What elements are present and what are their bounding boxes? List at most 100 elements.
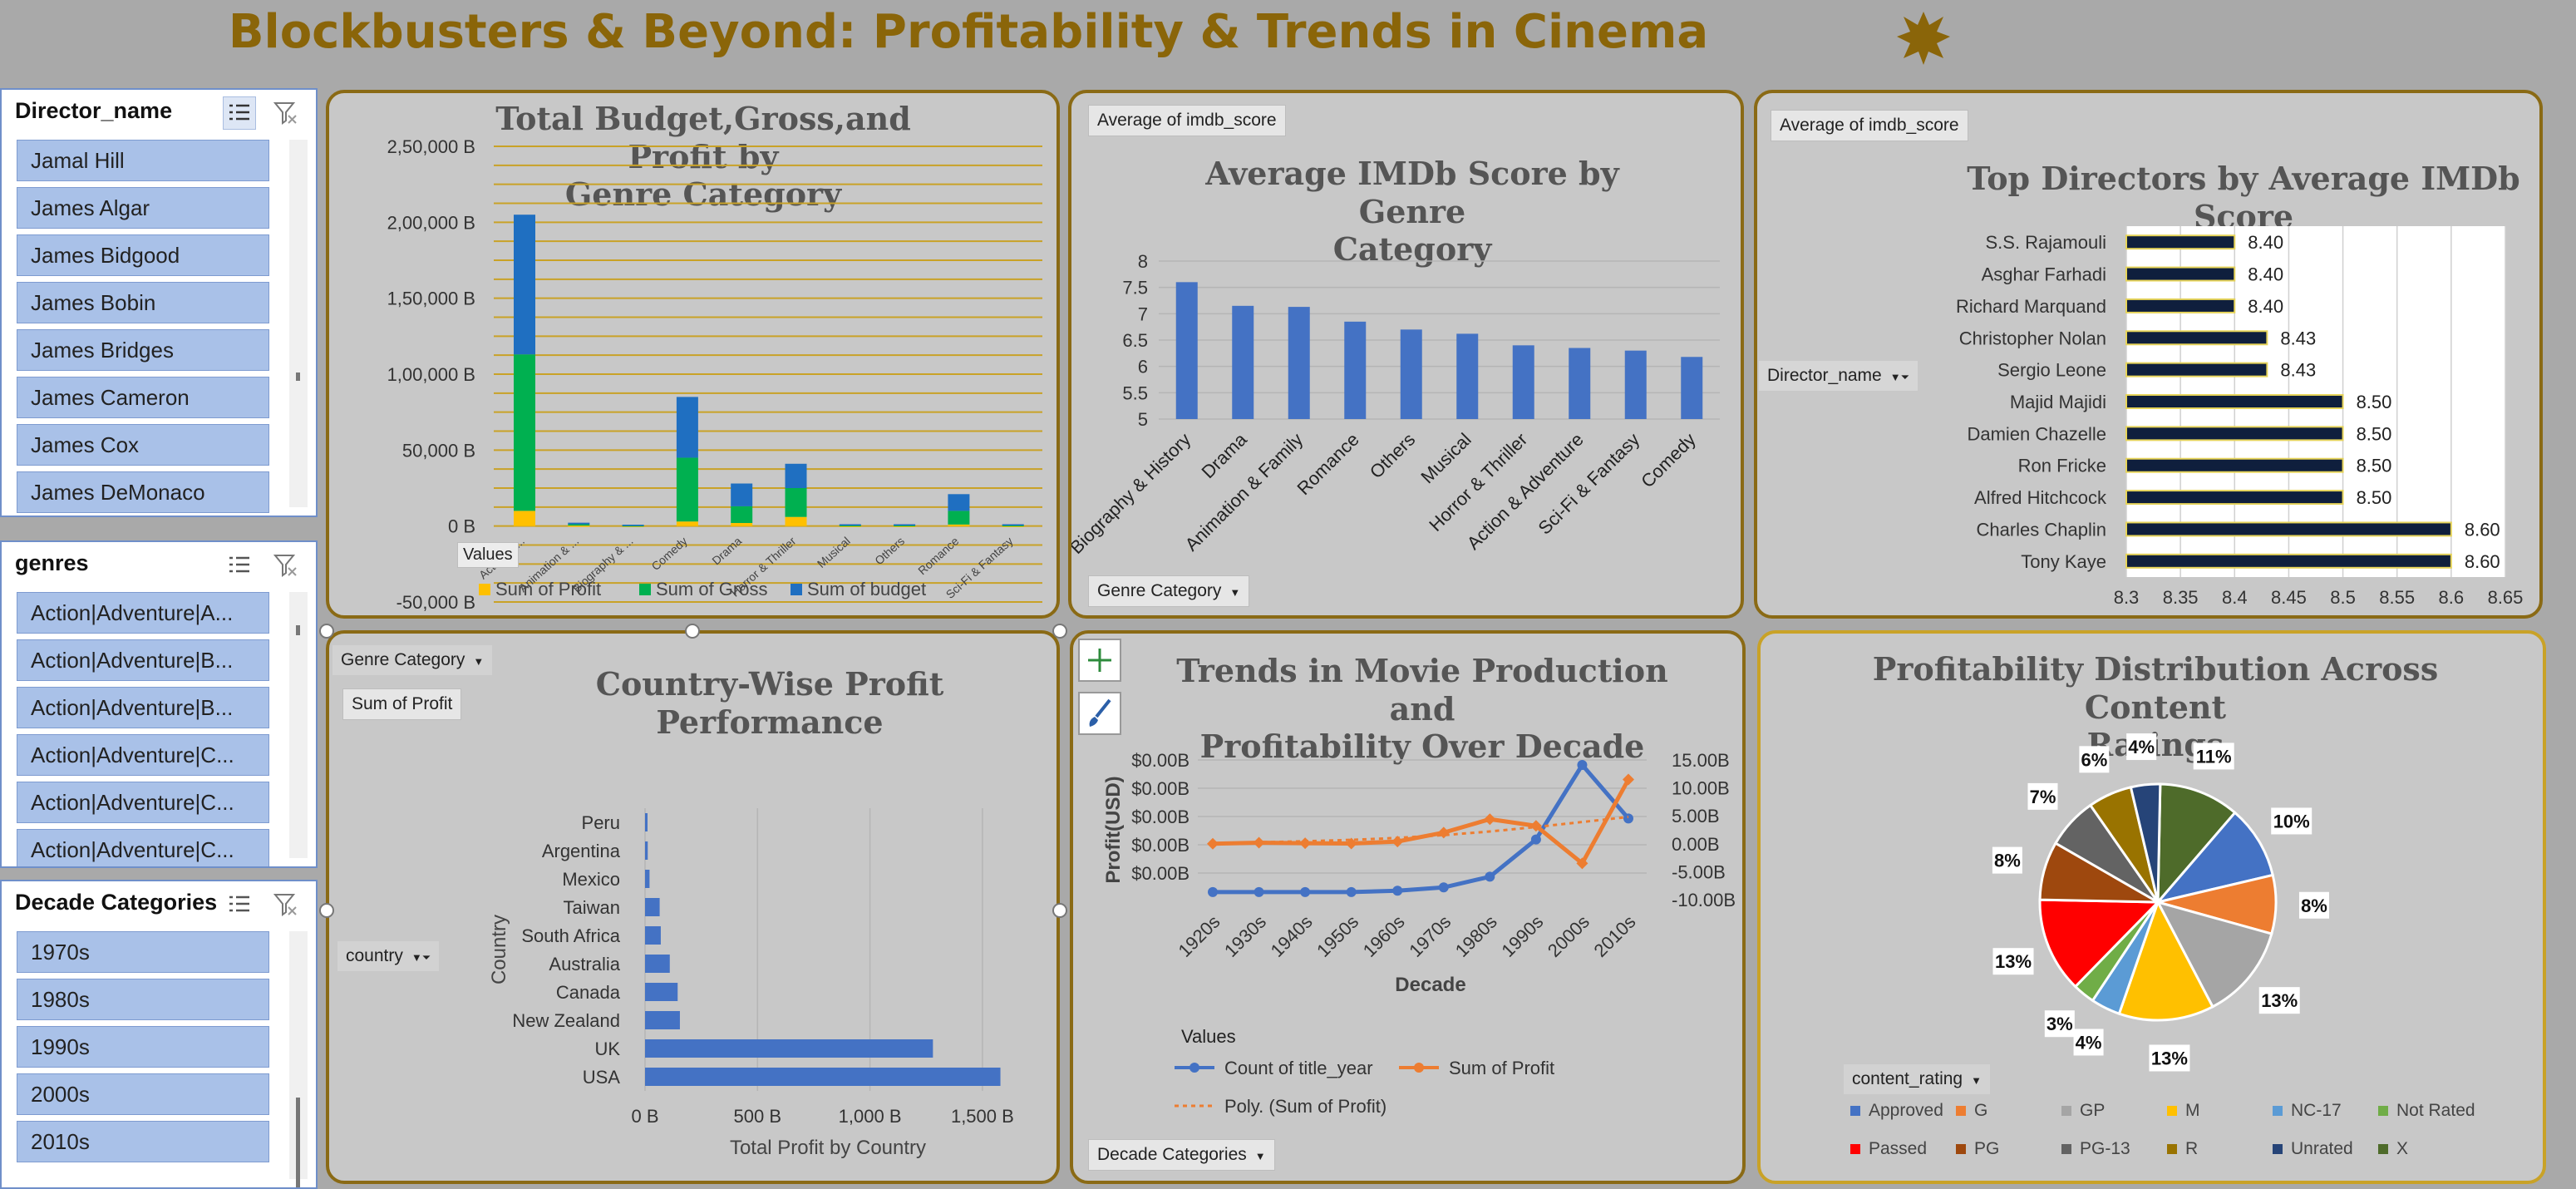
y-tick-label: Peru [582,812,620,833]
data-point [1530,834,1541,845]
decade-slicer-header: Decade Categories [15,890,218,915]
slicer-item[interactable]: James Cox [17,424,269,466]
sum-of-profit-field-button[interactable]: Sum of Profit [342,688,462,720]
average-imdb-field-button-directors[interactable]: Average of imdb_score [1771,110,1968,141]
slicer-item[interactable]: 2010s [17,1121,269,1162]
data-point [1253,836,1265,849]
slicer-item[interactable]: James Bidgood [17,234,269,276]
data-point [1484,813,1496,826]
decade-scrollbar[interactable] [289,931,308,1187]
data-label: 8.50 [2357,423,2392,444]
slicer-item[interactable]: 1980s [17,979,269,1020]
resize-handle[interactable] [319,903,334,918]
y-tick-label: S.S. Rajamouli [1985,232,2106,253]
bar [645,841,648,860]
slicer-item[interactable]: James Bridges [17,329,269,371]
y-tick-label: UK [594,1039,620,1059]
add-element-icon[interactable] [1078,639,1121,682]
budget-title-line2: Genre Category [564,175,842,214]
data-label-box [2073,1029,2104,1056]
imdb-genre-panel[interactable]: Average of imdb_score Average IMDb Score… [1068,90,1744,619]
multi-select-icon[interactable] [223,549,256,582]
slicer-item[interactable]: 1970s [17,931,269,973]
y-tick-label: Tony Kaye [2021,551,2106,572]
pie-slice [2129,782,2162,903]
bar-segment [948,494,970,511]
decade-categories-axis-button[interactable]: Decade Categories ▼ [1088,1139,1275,1171]
y-tick-label: 50,000 B [402,440,475,461]
slicer-item[interactable]: Action|Adventure|B... [17,687,269,728]
slicer-item[interactable]: Action|Adventure|A... [17,592,269,634]
decade-trends-panel[interactable]: Trends in Movie Production and Profitabi… [1070,630,1746,1184]
x-tick-label: Others [872,534,907,567]
y-tick-label: 8 [1138,251,1148,272]
content-rating-panel[interactable]: Profitability Distribution Across Conten… [1757,630,2546,1184]
bar [2125,266,2236,282]
director-slicer-header: Director_name [15,98,173,123]
data-label: 8.40 [2248,264,2283,285]
data-point [1438,882,1449,893]
chart-style-brush-icon[interactable] [1078,692,1121,735]
x-tick-label: 8.35 [2163,587,2199,608]
top-directors-panel[interactable]: Average of imdb_score Top Directors by A… [1754,90,2543,619]
country-axis-label: country [346,946,403,965]
bar-segment [676,521,698,526]
legend-label: G [1974,1101,1987,1120]
bar [645,1039,933,1058]
legend-swatch [1850,1144,1860,1154]
content-rating-field-button[interactable]: content_rating ▼ [1844,1064,1990,1094]
decade-slicer[interactable]: Decade Categories 1970s 1980s 1990s 2000s 20… [0,880,318,1189]
slicer-item[interactable]: 2000s [17,1073,269,1115]
clear-filter-icon[interactable] [269,549,303,582]
bar-segment [785,463,807,488]
y-tick-label: Alfred Hitchcock [1974,487,2107,508]
clear-filter-icon[interactable] [269,888,303,921]
data-label: 8% [2301,895,2327,916]
data-label-box [2126,733,2157,761]
slicer-item[interactable]: Jamal Hill [17,140,269,181]
x-tick-label: Comedy [648,534,689,573]
genres-scrollbar[interactable] [289,592,308,858]
values-button[interactable]: Values [457,542,519,568]
clear-filter-icon[interactable] [269,96,303,130]
resize-handle[interactable] [319,624,334,639]
x-tick-label: 1970s [1405,911,1455,961]
resize-handle[interactable] [685,624,700,639]
slicer-item[interactable]: James Bobin [17,282,269,323]
genres-slicer[interactable]: genres Action|Adventure|A... Action|Adven… [0,540,318,868]
resize-handle[interactable] [1052,903,1067,918]
legend-swatch [791,584,802,595]
country-axis-button[interactable]: country ▼⏷ [337,941,440,971]
y-tick-label: Argentina [542,841,621,861]
genre-category-filter-button[interactable]: Genre Category ▼ [332,645,493,675]
multi-select-icon[interactable] [223,96,256,130]
slicer-item[interactable]: James DeMonaco [17,471,269,513]
multi-select-icon[interactable] [223,888,256,921]
bar [1624,350,1647,419]
y-tick-label: -50,000 B [396,592,475,613]
director-scrollbar[interactable] [289,140,308,507]
director-slicer[interactable]: Director_name Jamal Hill James Algar James… [0,88,318,517]
bar-segment [839,525,861,527]
slicer-item[interactable]: James Algar [17,187,269,229]
legend-label: GP [2080,1101,2105,1120]
slicer-item[interactable]: Action|Adventure|C... [17,782,269,823]
average-imdb-field-button[interactable]: Average of imdb_score [1088,105,1286,136]
resize-handle[interactable] [1052,624,1067,639]
director-name-axis-button[interactable]: Director_name ▼⏷ [1759,361,1918,391]
data-point [1576,857,1588,870]
bar-segment [785,516,807,526]
country-profit-panel[interactable]: Genre Category ▼ Sum of Profit Country-Wi… [326,630,1060,1184]
top-directors-chart: 8.3 8.35 8.4 8.45 8.5 8.55 8.6 8.65 S.S. Rajamou… [1956,226,2523,608]
slicer-item[interactable]: Action|Adventure|C... [17,829,269,866]
slicer-item[interactable]: James Cameron [17,377,269,418]
series-line [1213,761,1630,895]
budget-gross-profit-panel[interactable]: Total Budget,Gross,and Profit by Genre C… [326,90,1060,619]
slicer-item[interactable]: Action|Adventure|C... [17,734,269,776]
y-tick-label: Majid Majidi [2010,392,2106,412]
slicer-item[interactable]: 1990s [17,1026,269,1068]
genre-category-axis-button[interactable]: Genre Category ▼ [1088,575,1250,607]
y-tick-label: 5 [1138,409,1148,430]
y-tick-label: Charles Chaplin [1976,519,2106,540]
slicer-item[interactable]: Action|Adventure|B... [17,639,269,681]
